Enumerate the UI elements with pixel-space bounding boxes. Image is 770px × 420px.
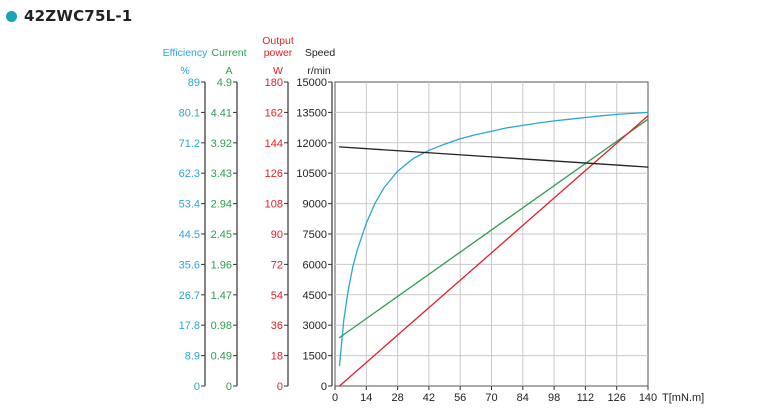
x-axis-tick-label: 28 <box>391 392 403 404</box>
efficiency-axis-tick-label: 0 <box>194 381 200 393</box>
efficiency-axis-name: Efficiency <box>163 47 208 59</box>
speed-curve <box>338 146 649 168</box>
efficiency-axis-tick-label: 80.1 <box>179 107 200 119</box>
x-axis-tick-label: 0 <box>332 392 338 404</box>
efficiency-axis-unit: % <box>180 65 189 77</box>
power-axis-tick-label: 36 <box>271 320 283 332</box>
power-axis-tick-label: 144 <box>265 138 283 150</box>
power-axis-name: Output <box>262 35 294 47</box>
speed-axis-tick-label: 4500 <box>303 290 327 302</box>
x-axis-tick-label: 56 <box>454 392 466 404</box>
current-axis-tick-label: 0.98 <box>211 320 232 332</box>
current-axis-unit: A <box>225 65 232 77</box>
speed-axis-tick-label: 10500 <box>296 168 327 180</box>
speed-axis-tick-label: 1500 <box>303 351 327 363</box>
x-axis-tick-label: 98 <box>548 392 560 404</box>
power-axis-name: power <box>264 47 293 59</box>
power-axis-tick-label: 108 <box>265 199 283 211</box>
speed-axis-tick-label: 15000 <box>296 77 327 89</box>
speed-axis-name: Speed <box>305 47 336 59</box>
x-axis-tick-label: 70 <box>485 392 497 404</box>
current-axis-tick-label: 1.96 <box>211 259 232 271</box>
speed-axis-tick-label: 13500 <box>296 107 327 119</box>
x-axis-tick-label: 42 <box>423 392 435 404</box>
title-bullet-icon <box>6 10 17 22</box>
current-axis-tick-label: 0.49 <box>211 351 232 363</box>
power-axis-tick-label: 72 <box>271 259 283 271</box>
speed-axis-tick-label: 3000 <box>303 320 327 332</box>
chart-title-row: 42ZWC75L-1 <box>6 5 132 27</box>
speed-axis-tick-label: 7500 <box>303 229 327 241</box>
x-axis-tick-label: 140 <box>639 392 657 404</box>
efficiency-axis-tick-label: 8.9 <box>185 351 200 363</box>
power-axis-tick-label: 18 <box>271 351 283 363</box>
efficiency-axis-tick-label: 89 <box>188 77 200 89</box>
power-axis-tick-label: 180 <box>265 77 283 89</box>
current-axis-tick-label: 1.47 <box>211 290 232 302</box>
current-axis-tick-label: 3.92 <box>211 138 232 150</box>
efficiency-curve <box>338 111 649 367</box>
speed-axis-tick-label: 0 <box>321 381 327 393</box>
x-axis-tick-label: 112 <box>577 392 595 404</box>
x-axis-tick-label: 126 <box>608 392 626 404</box>
x-axis-tick-label: 14 <box>360 392 372 404</box>
efficiency-axis-tick-label: 26.7 <box>179 290 200 302</box>
current-axis-tick-label: 2.45 <box>211 229 232 241</box>
power-axis-tick-label: 126 <box>265 168 283 180</box>
current-axis-tick-label: 4.9 <box>217 77 232 89</box>
power-curve <box>338 115 649 387</box>
x-axis-tick-label: 84 <box>517 392 529 404</box>
efficiency-axis-tick-label: 62.3 <box>179 168 200 180</box>
efficiency-axis-tick-label: 44.5 <box>179 229 200 241</box>
efficiency-axis-tick-label: 71.2 <box>179 138 200 150</box>
speed-axis-unit: r/min <box>307 65 330 77</box>
power-axis-unit: W <box>273 65 283 77</box>
chart-title: 42ZWC75L-1 <box>24 7 133 25</box>
speed-axis-tick-label: 12000 <box>296 138 327 150</box>
power-axis-tick-label: 90 <box>271 229 283 241</box>
current-axis-tick-label: 3.43 <box>211 168 232 180</box>
x-axis-label: T[mN.m] <box>662 392 704 404</box>
efficiency-axis-tick-label: 35.6 <box>179 259 200 271</box>
efficiency-axis-tick-label: 53.4 <box>179 199 200 211</box>
efficiency-axis-tick-label: 17.8 <box>179 320 200 332</box>
speed-axis-tick-label: 9000 <box>303 199 327 211</box>
current-axis-name: Current <box>211 47 246 59</box>
current-curve <box>338 118 649 339</box>
power-axis-tick-label: 54 <box>271 290 283 302</box>
power-axis-tick-label: 0 <box>277 381 283 393</box>
current-axis-tick-label: 4.41 <box>211 107 232 119</box>
power-axis-tick-label: 162 <box>265 107 283 119</box>
speed-axis-tick-label: 6000 <box>303 259 327 271</box>
current-axis-tick-label: 0 <box>226 381 232 393</box>
current-axis-tick-label: 2.94 <box>211 199 232 211</box>
